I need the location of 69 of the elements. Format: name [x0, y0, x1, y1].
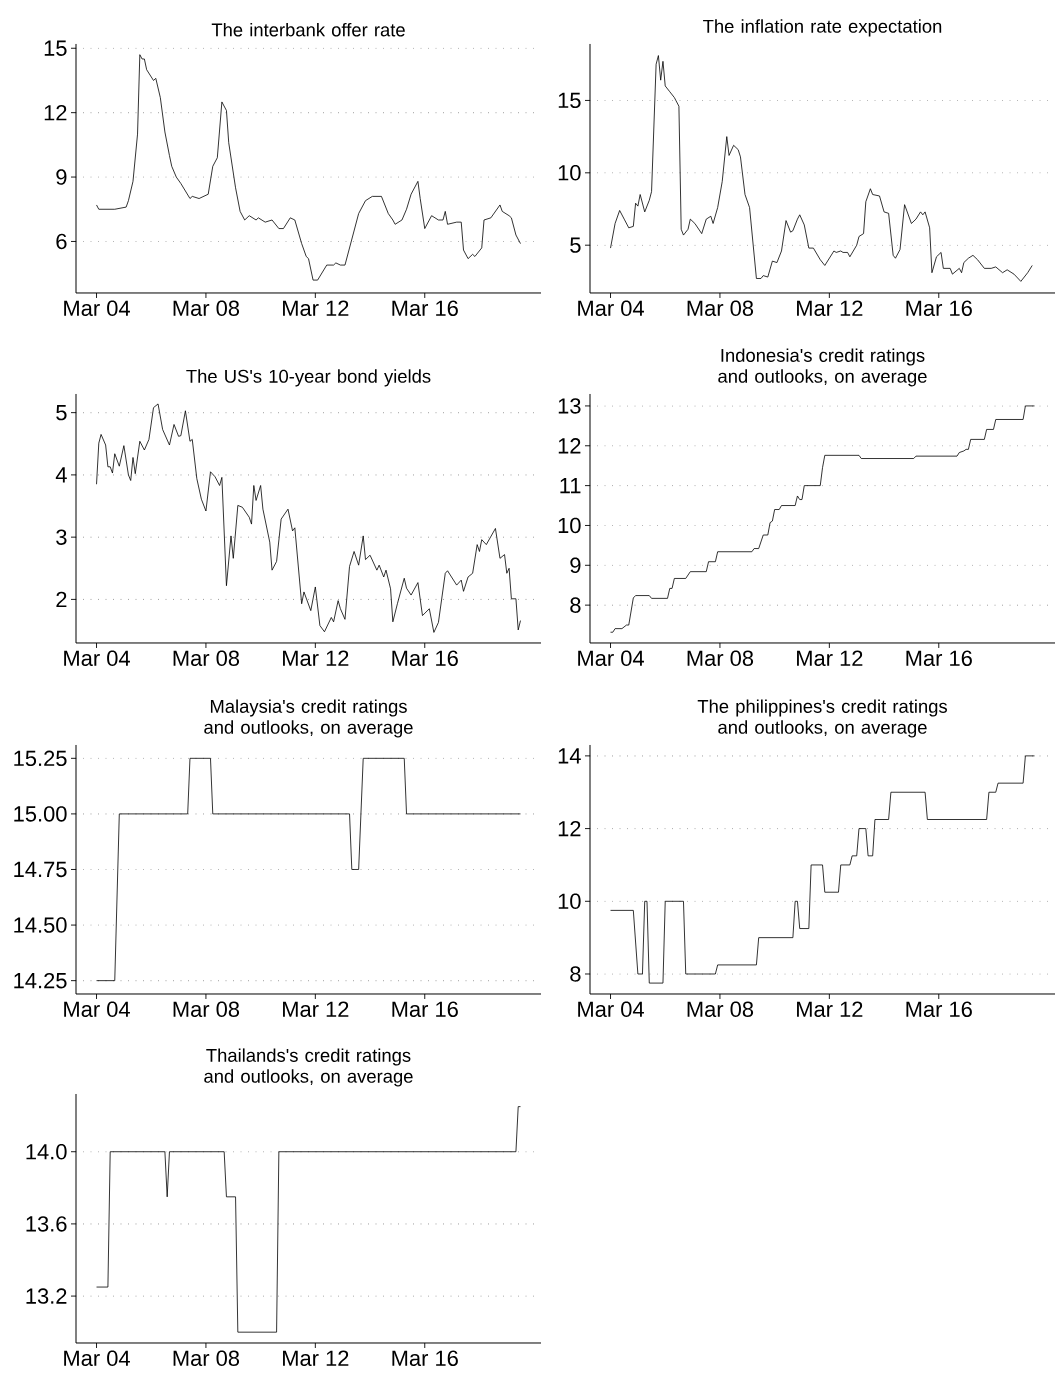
y-tick-label: 9	[570, 557, 581, 574]
x-tick-label: Mar 08	[173, 1001, 240, 1018]
x-tick-label: Mar 04	[64, 1001, 130, 1018]
x-tick-label: Mar 04	[64, 300, 130, 317]
y-tick-label: 8	[570, 966, 581, 982]
chart-title: Thailands's credit ratings and outlooks, on average	[204, 1048, 413, 1087]
chart-title: Indonesia's credit ratings and outlooks, on average	[718, 348, 927, 387]
x-tick-label: Mar 04	[64, 1350, 130, 1367]
y-tick-label: 5	[56, 405, 67, 421]
y-tick-label: 14.0	[26, 1143, 67, 1160]
y-tick-label: 14	[558, 748, 581, 764]
y-tick-label: 11	[560, 478, 581, 494]
x-tick-label: Mar 12	[283, 650, 349, 667]
y-tick-label: 13.2	[26, 1288, 67, 1304]
chart-title: The US's 10-year bond yields	[186, 369, 431, 387]
y-tick-label: 2	[56, 591, 67, 608]
y-tick-label: 15.25	[14, 750, 67, 767]
y-tick-label: 15	[44, 40, 67, 56]
x-tick-label: Mar 08	[173, 650, 240, 667]
y-tick-label: 12	[558, 438, 581, 454]
chart-title: Malaysia's credit ratings and outlooks, on average	[204, 699, 413, 738]
x-tick-label: Mar 12	[797, 1001, 863, 1018]
x-tick-label: Mar 16	[906, 650, 972, 667]
line-series	[610, 405, 1035, 633]
x-tick-label: Mar 08	[173, 300, 240, 317]
chart-title: The interbank offer rate	[211, 22, 405, 37]
line-series	[96, 1106, 521, 1333]
y-tick-label: 14.50	[14, 917, 67, 933]
y-tick-label: 13	[558, 398, 581, 414]
y-tick-label: 12	[558, 820, 581, 837]
x-tick-label: Mar 12	[797, 650, 863, 667]
x-tick-label: Mar 12	[283, 300, 349, 317]
x-tick-label: Mar 08	[687, 650, 754, 667]
x-tick-label: Mar 12	[283, 1350, 349, 1367]
y-tick-label: 15	[558, 92, 581, 109]
y-tick-label: 12	[44, 105, 67, 121]
x-tick-label: Mar 16	[906, 300, 972, 317]
chart-title: The inflation rate expectation	[703, 19, 942, 37]
x-tick-label: Mar 16	[906, 1001, 972, 1018]
x-tick-label: Mar 08	[687, 300, 754, 317]
y-tick-label: 6	[56, 233, 67, 250]
y-tick-label: 9	[56, 169, 67, 185]
y-tick-label: 3	[56, 529, 67, 545]
x-tick-label: Mar 16	[392, 1001, 458, 1018]
line-series	[96, 403, 521, 633]
x-tick-label: Mar 04	[578, 300, 644, 317]
x-tick-label: Mar 12	[797, 300, 863, 317]
y-tick-label: 5	[570, 237, 581, 253]
line-series	[610, 755, 1035, 984]
y-tick-label: 14.75	[14, 861, 67, 878]
y-tick-label: 10	[558, 517, 581, 534]
x-tick-label: Mar 16	[392, 650, 458, 667]
y-tick-label: 8	[570, 597, 581, 613]
y-tick-label: 10	[558, 893, 581, 910]
x-tick-label: Mar 12	[283, 1001, 349, 1018]
x-tick-label: Mar 04	[64, 650, 130, 667]
y-tick-label: 13.6	[26, 1216, 67, 1232]
line-series	[96, 757, 521, 982]
y-tick-label: 10	[558, 165, 581, 181]
x-tick-label: Mar 16	[392, 300, 458, 317]
x-tick-label: Mar 16	[392, 1350, 458, 1367]
chart-title: The philippines's credit ratings and outlooks, on average	[697, 699, 947, 738]
y-tick-label: 4	[55, 467, 67, 483]
y-tick-label: 15.00	[14, 806, 67, 822]
x-tick-label: Mar 08	[687, 1001, 754, 1018]
y-tick-label: 14.25	[14, 972, 67, 989]
x-tick-label: Mar 04	[578, 650, 644, 667]
x-tick-label: Mar 04	[578, 1001, 644, 1018]
x-tick-label: Mar 08	[173, 1350, 240, 1367]
